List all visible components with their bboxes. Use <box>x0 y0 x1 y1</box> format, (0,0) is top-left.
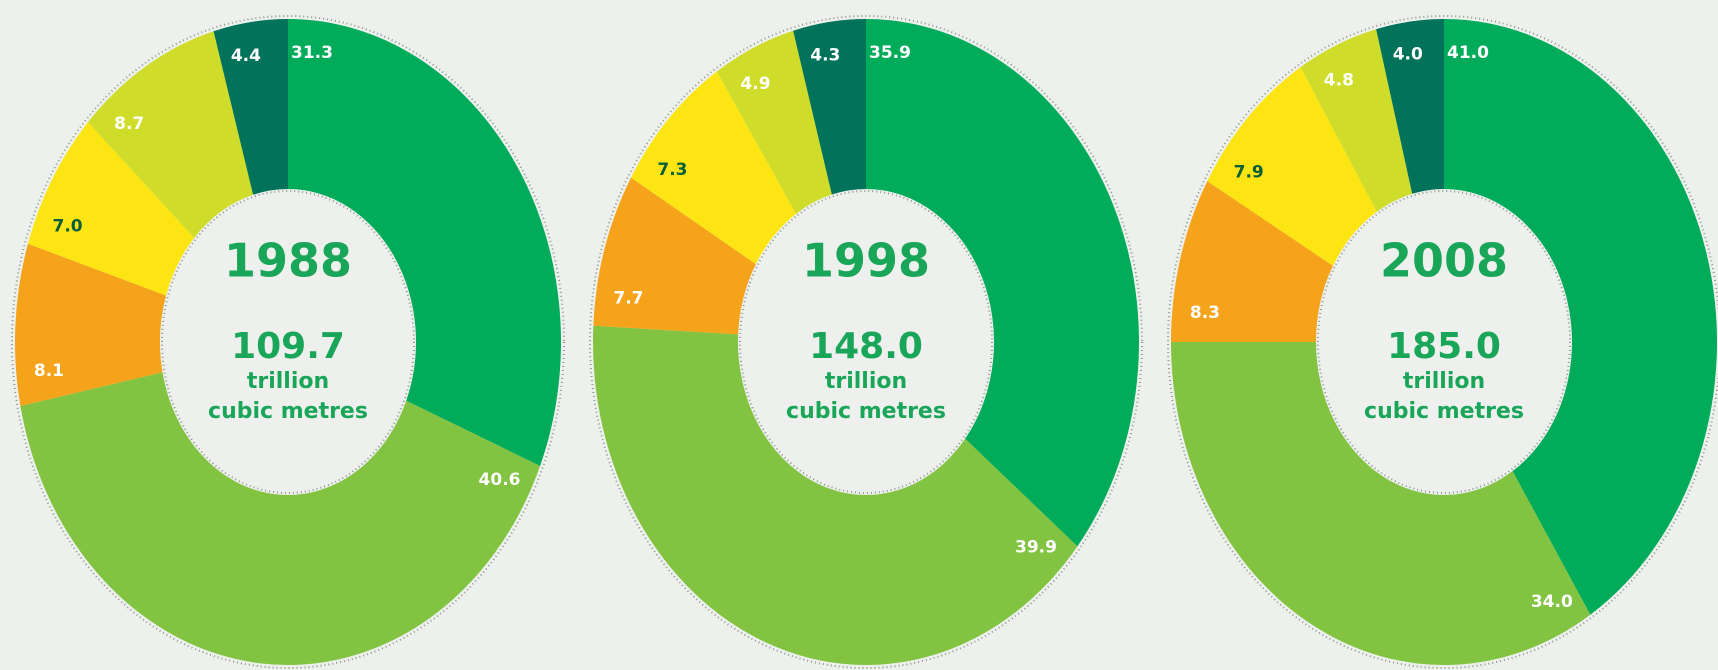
value-label: 31.3 <box>291 43 333 63</box>
value-label: 8.1 <box>34 361 64 381</box>
slice <box>1207 67 1377 266</box>
slice <box>593 177 756 335</box>
slice <box>14 243 167 406</box>
value-label: 4.3 <box>810 45 840 65</box>
slice <box>866 19 1140 547</box>
unit-label: trillion <box>247 369 329 394</box>
value-label: 40.6 <box>479 470 521 490</box>
slice <box>20 372 541 666</box>
slice <box>1171 342 1591 666</box>
total: 148.0 <box>809 326 923 367</box>
unit-label: trillion <box>825 369 907 394</box>
unit-label: cubic metres <box>1364 399 1524 424</box>
total: 185.0 <box>1387 326 1501 367</box>
year-title: 1988 <box>224 234 352 288</box>
outer-ring <box>589 15 1143 669</box>
value-label: 7.0 <box>53 216 83 236</box>
value-label: 8.7 <box>114 114 144 134</box>
slice <box>288 19 562 466</box>
total: 109.7 <box>231 326 345 367</box>
value-label: 8.3 <box>1190 303 1220 323</box>
inner-ring <box>739 190 993 494</box>
outer-ring <box>1167 15 1718 669</box>
value-label: 34.0 <box>1531 592 1573 612</box>
year-title: 1998 <box>802 234 930 288</box>
year-title: 2008 <box>1380 234 1508 288</box>
unit-label: cubic metres <box>786 399 946 424</box>
slice <box>593 325 1078 665</box>
slice <box>1300 29 1413 212</box>
slice <box>1171 181 1334 342</box>
unit-label: cubic metres <box>208 399 368 424</box>
unit-label: trillion <box>1403 369 1485 394</box>
value-label: 7.9 <box>1234 163 1264 183</box>
value-label: 7.7 <box>613 288 643 308</box>
inner-ring <box>1317 190 1571 494</box>
slice <box>793 19 866 195</box>
value-label: 41.0 <box>1447 43 1489 63</box>
slice <box>716 30 832 214</box>
value-label: 4.0 <box>1393 45 1423 65</box>
slice <box>27 122 195 296</box>
inner-ring <box>161 190 415 494</box>
value-label: 39.9 <box>1015 537 1057 557</box>
slice <box>87 31 254 238</box>
outer-ring <box>11 15 565 669</box>
value-label: 7.3 <box>657 160 687 180</box>
value-label: 35.9 <box>869 43 911 63</box>
slice <box>213 19 288 195</box>
slice <box>1444 19 1717 615</box>
slice <box>631 71 797 265</box>
slice <box>1376 19 1444 194</box>
value-label: 4.8 <box>1324 71 1354 91</box>
value-label: 4.9 <box>740 74 770 94</box>
value-label: 4.4 <box>231 46 261 66</box>
